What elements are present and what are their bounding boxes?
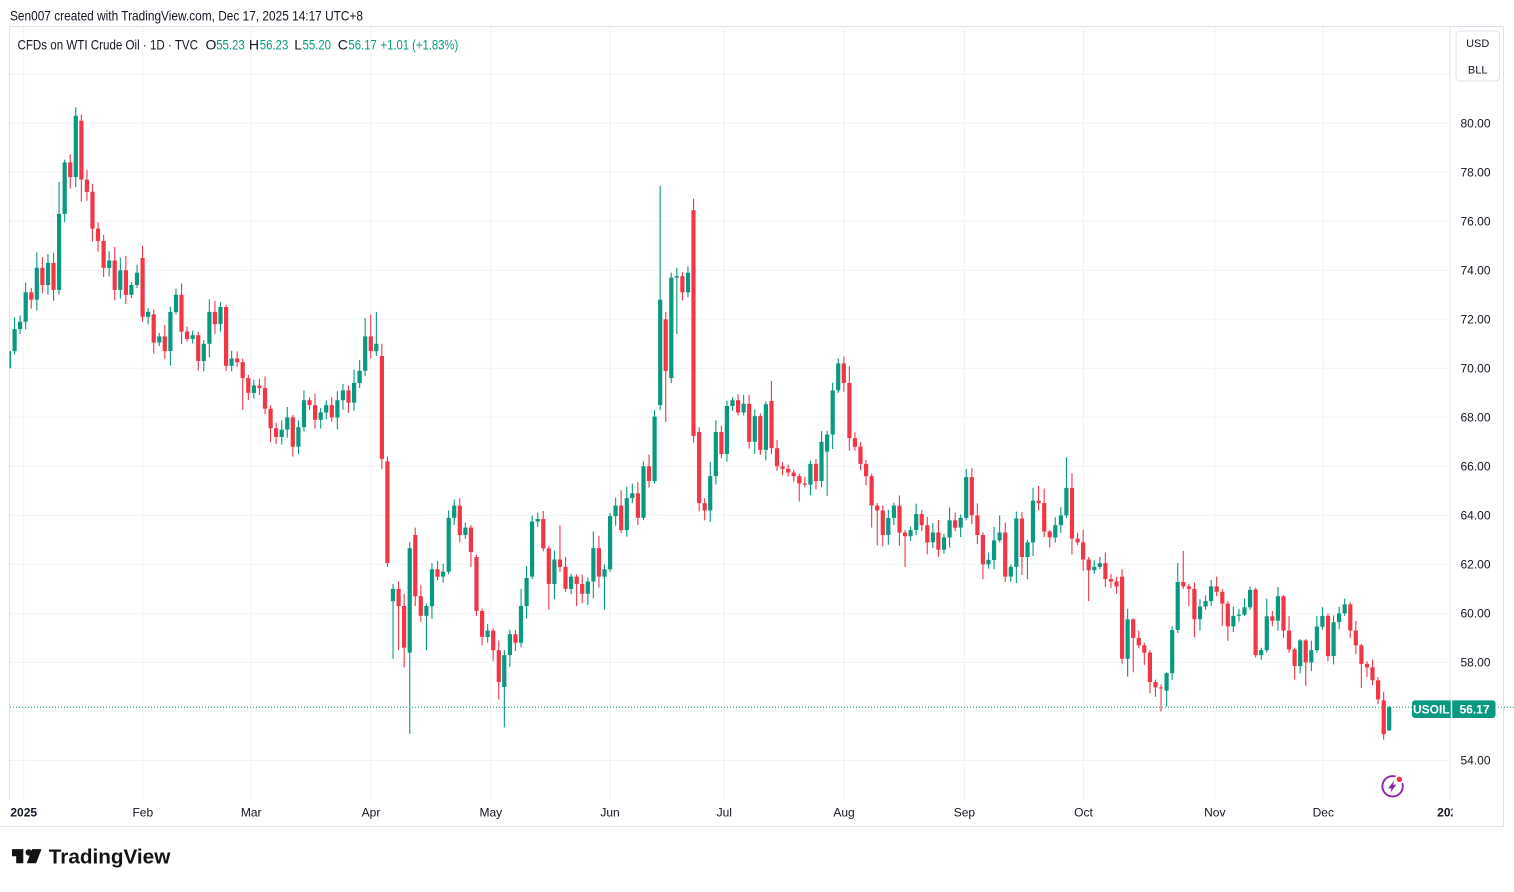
svg-text:58.00: 58.00 xyxy=(1461,656,1491,670)
svg-text:70.00: 70.00 xyxy=(1461,362,1491,376)
svg-text:Aug: Aug xyxy=(833,806,854,820)
svg-text:62.00: 62.00 xyxy=(1461,558,1491,572)
svg-text:BLL: BLL xyxy=(1468,65,1488,77)
svg-text:Dec: Dec xyxy=(1313,806,1334,820)
svg-text:Feb: Feb xyxy=(132,806,153,820)
svg-text:80.00: 80.00 xyxy=(1461,116,1491,130)
svg-text:2026: 2026 xyxy=(1437,806,1464,820)
svg-text:64.00: 64.00 xyxy=(1461,509,1491,523)
svg-text:Sen007 created with TradingVie: Sen007 created with TradingView.com, Dec… xyxy=(10,8,363,24)
svg-text:78.00: 78.00 xyxy=(1461,165,1491,179)
svg-text:TradingView: TradingView xyxy=(49,846,171,869)
svg-text:66.00: 66.00 xyxy=(1461,460,1491,474)
svg-text:56.17: 56.17 xyxy=(1459,702,1489,716)
svg-text:USOIL: USOIL xyxy=(1413,702,1450,716)
svg-text:68.00: 68.00 xyxy=(1461,411,1491,425)
svg-text:Jun: Jun xyxy=(600,806,619,820)
svg-text:Oct: Oct xyxy=(1074,806,1093,820)
svg-text:May: May xyxy=(479,806,502,820)
svg-text:2025: 2025 xyxy=(10,806,37,820)
svg-text:54.00: 54.00 xyxy=(1461,754,1491,768)
svg-text:Mar: Mar xyxy=(241,806,262,820)
svg-text:Jul: Jul xyxy=(717,806,732,820)
svg-text:76.00: 76.00 xyxy=(1461,214,1491,228)
svg-text:74.00: 74.00 xyxy=(1461,264,1491,278)
svg-text:Sep: Sep xyxy=(954,806,976,820)
svg-text:Nov: Nov xyxy=(1204,806,1225,820)
svg-text:60.00: 60.00 xyxy=(1461,607,1491,621)
svg-text:CFDs on WTI Crude Oil · 1D · T: CFDs on WTI Crude Oil · 1D · TVC O55.23 H5… xyxy=(18,37,459,53)
svg-text:72.00: 72.00 xyxy=(1461,313,1491,327)
svg-text:USD: USD xyxy=(1466,38,1489,50)
svg-text:Apr: Apr xyxy=(362,806,381,820)
